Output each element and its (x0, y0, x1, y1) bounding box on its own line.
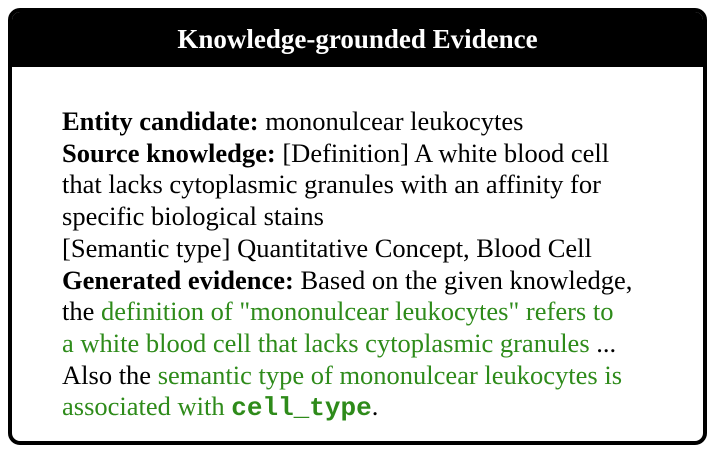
source-definition-start: [Definition] A white blood cell (282, 137, 610, 168)
entity-line: Entity candidate: mononulcear leukocytes (62, 106, 682, 138)
evidence-line-2: the definition of "mononulcear leukocyte… (62, 296, 682, 328)
source-semantic-type: [Semantic type] Quantitative Concept, Bl… (62, 232, 592, 263)
evidence-line-2-prefix: the (62, 296, 101, 327)
evidence-label: Generated evidence: (62, 264, 294, 295)
entity-type-code: cell_type (231, 393, 372, 424)
source-line-1: Source knowledge: [Definition] A white b… (62, 138, 682, 170)
evidence-card: Knowledge-grounded Evidence Entity candi… (8, 8, 707, 445)
card-title: Knowledge-grounded Evidence (12, 12, 703, 67)
evidence-semantic-highlight-cont: associated with (62, 391, 232, 422)
evidence-line-4: Also the semantic type of mononulcear le… (62, 360, 682, 392)
evidence-semantic-highlight: semantic type of mononulcear leukocytes … (157, 359, 623, 390)
evidence-line-5: associated with cell_type. (62, 391, 682, 425)
evidence-definition-highlight-cont: a white blood cell that lacks cytoplasmi… (62, 327, 590, 358)
evidence-ellipsis: ... (589, 327, 617, 358)
source-line-3: specific biological stains (62, 201, 324, 232)
evidence-definition-highlight: definition of "mononulcear leukocytes" r… (101, 296, 614, 327)
source-line-2: that lacks cytoplasmic granules with an … (62, 169, 601, 200)
evidence-line-1: Generated evidence: Based on the given k… (62, 265, 682, 297)
evidence-period: . (371, 391, 379, 422)
source-label: Source knowledge: (62, 137, 276, 168)
evidence-intro: Based on the given knowledge, (300, 264, 633, 295)
evidence-line-3: a white blood cell that lacks cytoplasmi… (62, 328, 682, 360)
evidence-line-4-prefix: Also the (62, 359, 158, 390)
entity-label: Entity candidate: (62, 106, 259, 136)
entity-value: mononulcear leukocytes (265, 106, 524, 136)
card-body: Entity candidate: mononulcear leukocytes… (62, 106, 682, 425)
